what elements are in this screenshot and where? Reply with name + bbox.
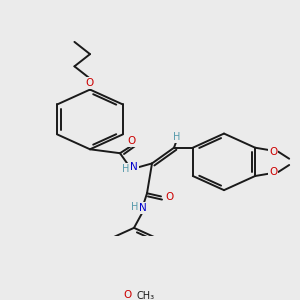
Text: H: H — [173, 133, 181, 142]
Text: N: N — [130, 162, 138, 172]
Text: H: H — [131, 202, 139, 212]
Text: O: O — [269, 167, 277, 177]
Text: CH₃: CH₃ — [137, 291, 155, 300]
Text: O: O — [86, 78, 94, 88]
Text: O: O — [269, 147, 277, 157]
Text: N: N — [139, 203, 147, 213]
Text: H: H — [122, 164, 130, 174]
Text: O: O — [165, 192, 173, 202]
Text: O: O — [124, 290, 132, 300]
Text: O: O — [128, 136, 136, 146]
